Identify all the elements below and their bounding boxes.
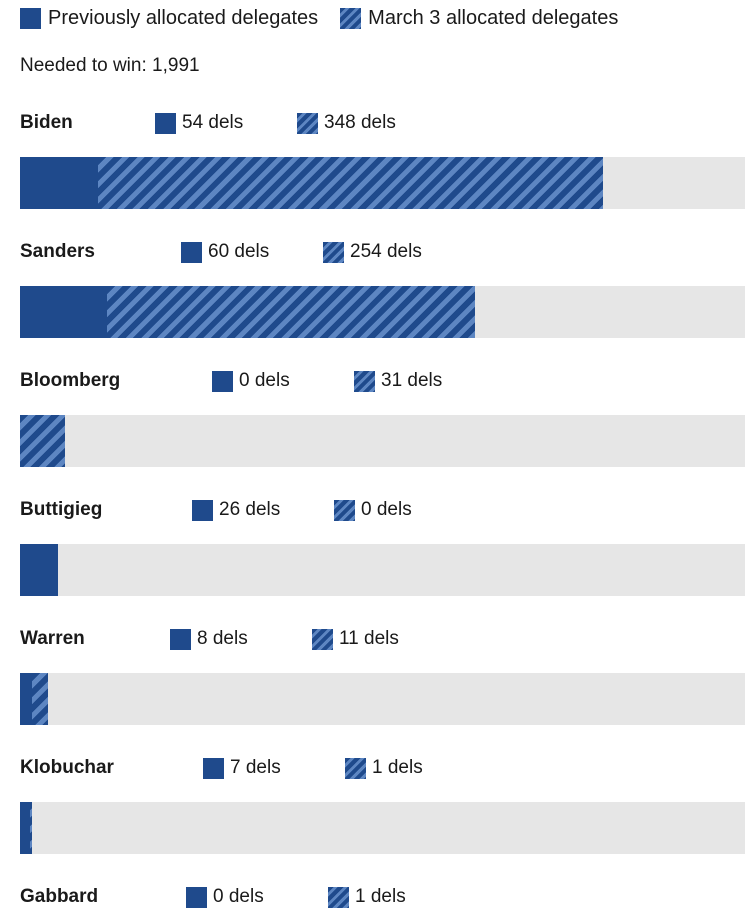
previous-count-gabbard: 0 dels — [186, 884, 264, 910]
march3-count-bloomberg: 31 dels — [354, 368, 442, 394]
bar-previous-klobuchar — [20, 802, 31, 854]
previous-count-label-klobuchar: 7 dels — [230, 757, 281, 778]
march3-count-buttigieg: 0 dels — [334, 497, 412, 523]
bar-march3-sanders — [107, 286, 476, 338]
previous-swatch-warren — [170, 628, 191, 650]
candidate-label-warren: Warren — [20, 628, 85, 649]
legend-swatch-previous — [20, 7, 41, 29]
march3-count-label-buttigieg: 0 dels — [361, 499, 412, 520]
previous-count-label-gabbard: 0 dels — [213, 886, 264, 907]
chart-legend: Previously allocated delegates March 3 a… — [20, 5, 640, 31]
candidate-label-gabbard: Gabbard — [20, 886, 99, 907]
march3-count-warren: 11 dels — [312, 626, 399, 652]
bar-march3-klobuchar — [30, 802, 32, 854]
legend-item-previous: Previously allocated delegates — [20, 7, 318, 30]
previous-count-label-sanders: 60 dels — [208, 241, 270, 262]
needed-to-win-note: Needed to win: 1,991 — [20, 55, 200, 76]
bar-previous-sanders — [20, 286, 107, 338]
previous-count-label-buttigieg: 26 dels — [219, 499, 281, 520]
march3-swatch-biden — [297, 112, 318, 134]
bar-march3-bloomberg — [20, 415, 65, 467]
march3-swatch-buttigieg — [334, 499, 355, 521]
previous-swatch-klobuchar — [203, 757, 224, 779]
march3-count-label-sanders: 254 dels — [350, 241, 422, 262]
bar-track-bloomberg — [20, 415, 745, 467]
previous-swatch-sanders — [181, 241, 202, 263]
previous-swatch-buttigieg — [192, 499, 213, 521]
bar-previous-warren — [20, 673, 32, 725]
march3-count-label-gabbard: 1 dels — [355, 886, 406, 907]
candidate-label-sanders: Sanders — [20, 241, 95, 262]
march3-count-label-bloomberg: 31 dels — [381, 370, 443, 391]
march3-count-biden: 348 dels — [297, 110, 396, 136]
previous-count-bloomberg: 0 dels — [212, 368, 290, 394]
legend-label-previous: Previously allocated delegates — [48, 6, 319, 29]
candidate-label-klobuchar: Klobuchar — [20, 757, 114, 778]
previous-count-warren: 8 dels — [170, 626, 248, 652]
previous-swatch-biden — [155, 112, 176, 134]
previous-swatch-bloomberg — [212, 370, 233, 392]
bar-march3-warren — [31, 673, 48, 725]
previous-count-label-bloomberg: 0 dels — [239, 370, 290, 391]
previous-count-label-biden: 54 dels — [182, 112, 244, 133]
march3-swatch-warren — [312, 628, 333, 650]
march3-count-klobuchar: 1 dels — [345, 755, 423, 781]
march3-count-label-warren: 11 dels — [339, 628, 399, 649]
candidate-label-bloomberg: Bloomberg — [20, 370, 121, 391]
march3-swatch-bloomberg — [354, 370, 375, 392]
march3-count-gabbard: 1 dels — [328, 884, 406, 910]
bar-track-sanders — [20, 286, 745, 338]
march3-swatch-gabbard — [328, 886, 349, 908]
bar-march3-biden — [98, 157, 603, 209]
previous-count-label-warren: 8 dels — [197, 628, 248, 649]
previous-count-biden: 54 dels — [155, 110, 243, 136]
previous-swatch-gabbard — [186, 886, 207, 908]
previous-count-klobuchar: 7 dels — [203, 755, 281, 781]
bar-previous-buttigieg — [20, 544, 58, 596]
march3-count-label-klobuchar: 1 dels — [372, 757, 423, 778]
march3-swatch-sanders — [323, 241, 344, 263]
bar-track-warren — [20, 673, 745, 725]
bar-track-biden — [20, 157, 745, 209]
bar-track-klobuchar — [20, 802, 745, 854]
candidate-label-buttigieg: Buttigieg — [20, 499, 103, 520]
legend-item-march3: March 3 allocated delegates — [340, 7, 618, 30]
bar-track-buttigieg — [20, 544, 745, 596]
march3-count-label-biden: 348 dels — [324, 112, 396, 133]
legend-swatch-march3 — [340, 7, 362, 29]
legend-label-march3: March 3 allocated delegates — [368, 6, 619, 29]
previous-count-buttigieg: 26 dels — [192, 497, 280, 523]
march3-swatch-klobuchar — [345, 757, 366, 779]
march3-count-sanders: 254 dels — [323, 239, 422, 265]
bar-previous-biden — [20, 157, 99, 209]
previous-count-sanders: 60 dels — [181, 239, 269, 265]
candidate-label-biden: Biden — [20, 112, 73, 133]
